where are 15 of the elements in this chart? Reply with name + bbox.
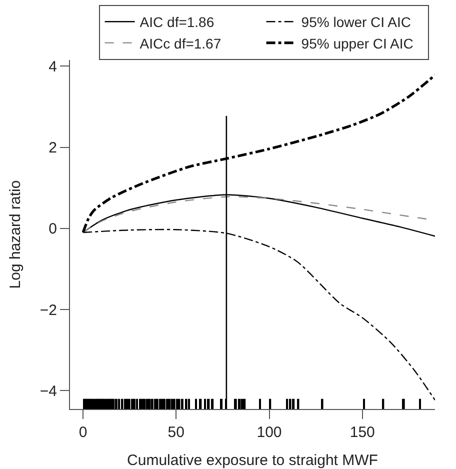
y-tick-label: −4	[40, 382, 57, 400]
x-tick-label: 150	[350, 424, 375, 441]
legend-label: AIC df=1.86	[140, 14, 214, 30]
legend-label: 95% upper CI AIC	[301, 35, 414, 52]
x-tick-label: 50	[168, 424, 184, 441]
x-tick-label: 0	[78, 424, 88, 441]
legend-label: 95% lower CI AIC	[301, 14, 412, 30]
y-tick-label: 4	[48, 58, 57, 76]
y-tick-label: −2	[40, 302, 57, 319]
legend-label: AICc df=1.67	[140, 35, 222, 52]
y-tick-label: 0	[48, 220, 57, 238]
y-axis-title: Log hazard ratio	[7, 180, 24, 289]
y-tick-label: 2	[48, 140, 57, 156]
x-axis-title: Cumulative exposure to straight MWF	[127, 452, 378, 469]
x-tick-label: 100	[256, 424, 282, 441]
